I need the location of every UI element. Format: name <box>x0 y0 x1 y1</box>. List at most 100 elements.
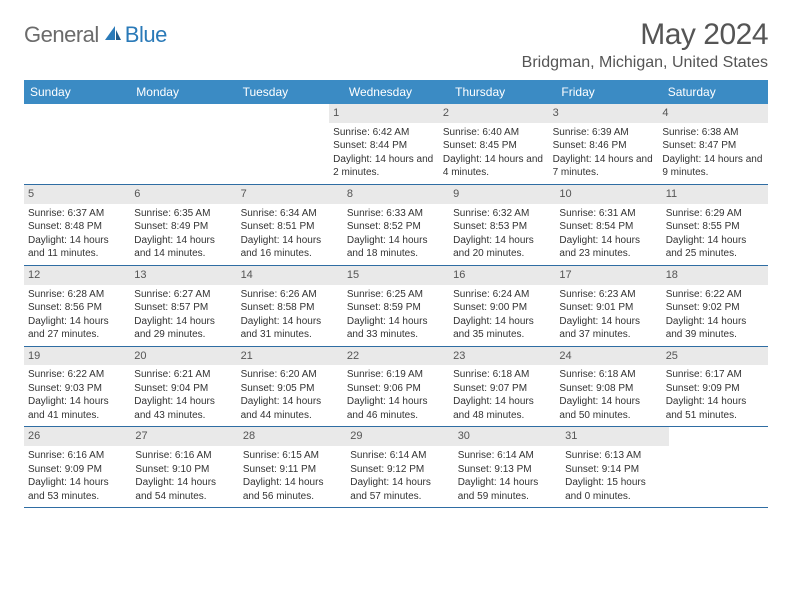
logo: General Blue <box>24 22 167 48</box>
weekday-friday: Friday <box>555 80 661 104</box>
sunrise-line: Sunrise: 6:29 AM <box>666 207 764 221</box>
sunset-line: Sunset: 9:06 PM <box>347 382 445 396</box>
sunrise-line: Sunrise: 6:18 AM <box>559 368 657 382</box>
sunset-line: Sunset: 9:03 PM <box>28 382 126 396</box>
day-number: 26 <box>24 427 131 446</box>
day-number: 18 <box>662 266 768 285</box>
title-block: May 2024 Bridgman, Michigan, United Stat… <box>522 18 768 72</box>
day-cell-7: 7Sunrise: 6:34 AMSunset: 8:51 PMDaylight… <box>237 185 343 265</box>
sunrise-line: Sunrise: 6:16 AM <box>135 449 234 463</box>
daylight-line: Daylight: 14 hours and 25 minutes. <box>666 234 764 261</box>
sunrise-line: Sunrise: 6:37 AM <box>28 207 126 221</box>
sunset-line: Sunset: 9:08 PM <box>559 382 657 396</box>
sunset-line: Sunset: 9:00 PM <box>453 301 551 315</box>
sunset-line: Sunset: 8:53 PM <box>453 220 551 234</box>
day-number: 3 <box>549 104 659 123</box>
location: Bridgman, Michigan, United States <box>522 54 768 72</box>
day-cell-3: 3Sunrise: 6:39 AMSunset: 8:46 PMDaylight… <box>549 104 659 184</box>
sunrise-line: Sunrise: 6:32 AM <box>453 207 551 221</box>
sunrise-line: Sunrise: 6:18 AM <box>453 368 551 382</box>
sunset-line: Sunset: 9:11 PM <box>243 463 342 477</box>
daylight-line: Daylight: 15 hours and 0 minutes. <box>565 476 664 503</box>
day-cell-18: 18Sunrise: 6:22 AMSunset: 9:02 PMDayligh… <box>662 266 768 346</box>
daylight-line: Daylight: 14 hours and 56 minutes. <box>243 476 342 503</box>
sunset-line: Sunset: 9:02 PM <box>666 301 764 315</box>
daylight-line: Daylight: 14 hours and 27 minutes. <box>28 315 126 342</box>
day-cell-25: 25Sunrise: 6:17 AMSunset: 9:09 PMDayligh… <box>662 347 768 427</box>
sunset-line: Sunset: 8:55 PM <box>666 220 764 234</box>
sunset-line: Sunset: 9:14 PM <box>565 463 664 477</box>
day-cell-13: 13Sunrise: 6:27 AMSunset: 8:57 PMDayligh… <box>130 266 236 346</box>
sunset-line: Sunset: 9:09 PM <box>28 463 127 477</box>
weekday-saturday: Saturday <box>662 80 768 104</box>
day-cell-19: 19Sunrise: 6:22 AMSunset: 9:03 PMDayligh… <box>24 347 130 427</box>
empty-cell <box>126 104 228 184</box>
calendar-page: General Blue May 2024 Bridgman, Michigan… <box>0 0 792 520</box>
sunrise-line: Sunrise: 6:42 AM <box>333 126 435 140</box>
day-number: 13 <box>130 266 236 285</box>
day-number: 11 <box>662 185 768 204</box>
day-cell-10: 10Sunrise: 6:31 AMSunset: 8:54 PMDayligh… <box>555 185 661 265</box>
sunrise-line: Sunrise: 6:35 AM <box>134 207 232 221</box>
day-number: 5 <box>24 185 130 204</box>
daylight-line: Daylight: 14 hours and 11 minutes. <box>28 234 126 261</box>
day-cell-31: 31 Sunrise: 6:13 AMSunset: 9:14 PMDayligh… <box>561 427 668 507</box>
daylight-line: Daylight: 14 hours and 59 minutes. <box>458 476 557 503</box>
logo-sail-icon <box>103 24 123 47</box>
sunrise-line: Sunrise: 6:13 AM <box>565 449 664 463</box>
day-number: 25 <box>662 347 768 366</box>
daylight-line: Daylight: 14 hours and 16 minutes. <box>241 234 339 261</box>
sunset-line: Sunset: 8:52 PM <box>347 220 445 234</box>
sunset-line: Sunset: 8:47 PM <box>662 139 764 153</box>
sunset-line: Sunset: 9:01 PM <box>559 301 657 315</box>
weekday-header-row: SundayMondayTuesdayWednesdayThursdayFrid… <box>24 80 768 104</box>
sunrise-line: Sunrise: 6:40 AM <box>443 126 545 140</box>
daylight-line: Daylight: 14 hours and 46 minutes. <box>347 395 445 422</box>
weekday-sunday: Sunday <box>24 80 130 104</box>
weekday-monday: Monday <box>130 80 236 104</box>
week-row: 12Sunrise: 6:28 AMSunset: 8:56 PMDayligh… <box>24 266 768 347</box>
sunset-line: Sunset: 8:56 PM <box>28 301 126 315</box>
sunrise-line: Sunrise: 6:15 AM <box>243 449 342 463</box>
sunset-line: Sunset: 8:51 PM <box>241 220 339 234</box>
day-cell-27: 27Sunrise: 6:16 AMSunset: 9:10 PMDayligh… <box>131 427 238 507</box>
day-cell-15: 15Sunrise: 6:25 AMSunset: 8:59 PMDayligh… <box>343 266 449 346</box>
daylight-line: Daylight: 14 hours and 35 minutes. <box>453 315 551 342</box>
sunrise-line: Sunrise: 6:17 AM <box>666 368 764 382</box>
header: General Blue May 2024 Bridgman, Michigan… <box>24 18 768 72</box>
day-number: 22 <box>343 347 449 366</box>
daylight-line: Daylight: 14 hours and 43 minutes. <box>134 395 232 422</box>
day-number: 12 <box>24 266 130 285</box>
day-cell-8: 8Sunrise: 6:33 AMSunset: 8:52 PMDaylight… <box>343 185 449 265</box>
sunset-line: Sunset: 8:58 PM <box>241 301 339 315</box>
daylight-line: Daylight: 14 hours and 48 minutes. <box>453 395 551 422</box>
daylight-line: Daylight: 14 hours and 23 minutes. <box>559 234 657 261</box>
weekday-thursday: Thursday <box>449 80 555 104</box>
sunrise-line: Sunrise: 6:34 AM <box>241 207 339 221</box>
day-cell-21: 21Sunrise: 6:20 AMSunset: 9:05 PMDayligh… <box>237 347 343 427</box>
sunset-line: Sunset: 9:10 PM <box>135 463 234 477</box>
sunset-line: Sunset: 8:49 PM <box>134 220 232 234</box>
day-number: 24 <box>555 347 661 366</box>
day-cell-20: 20Sunrise: 6:21 AMSunset: 9:04 PMDayligh… <box>130 347 236 427</box>
daylight-line: Daylight: 14 hours and 14 minutes. <box>134 234 232 261</box>
day-number: 31 <box>561 427 668 446</box>
sunrise-line: Sunrise: 6:27 AM <box>134 288 232 302</box>
sunrise-line: Sunrise: 6:39 AM <box>553 126 655 140</box>
day-cell-6: 6Sunrise: 6:35 AMSunset: 8:49 PMDaylight… <box>130 185 236 265</box>
sunset-line: Sunset: 8:46 PM <box>553 139 655 153</box>
weekday-tuesday: Tuesday <box>237 80 343 104</box>
sunset-line: Sunset: 9:12 PM <box>350 463 449 477</box>
day-number: 17 <box>555 266 661 285</box>
day-cell-23: 23Sunrise: 6:18 AMSunset: 9:07 PMDayligh… <box>449 347 555 427</box>
daylight-line: Daylight: 14 hours and 53 minutes. <box>28 476 127 503</box>
day-cell-5: 5Sunrise: 6:37 AMSunset: 8:48 PMDaylight… <box>24 185 130 265</box>
daylight-line: Daylight: 14 hours and 39 minutes. <box>666 315 764 342</box>
daylight-line: Daylight: 14 hours and 33 minutes. <box>347 315 445 342</box>
sunrise-line: Sunrise: 6:24 AM <box>453 288 551 302</box>
sunrise-line: Sunrise: 6:25 AM <box>347 288 445 302</box>
logo-text-general: General <box>24 22 99 48</box>
sunrise-line: Sunrise: 6:16 AM <box>28 449 127 463</box>
daylight-line: Daylight: 14 hours and 2 minutes. <box>333 153 435 180</box>
day-number: 10 <box>555 185 661 204</box>
